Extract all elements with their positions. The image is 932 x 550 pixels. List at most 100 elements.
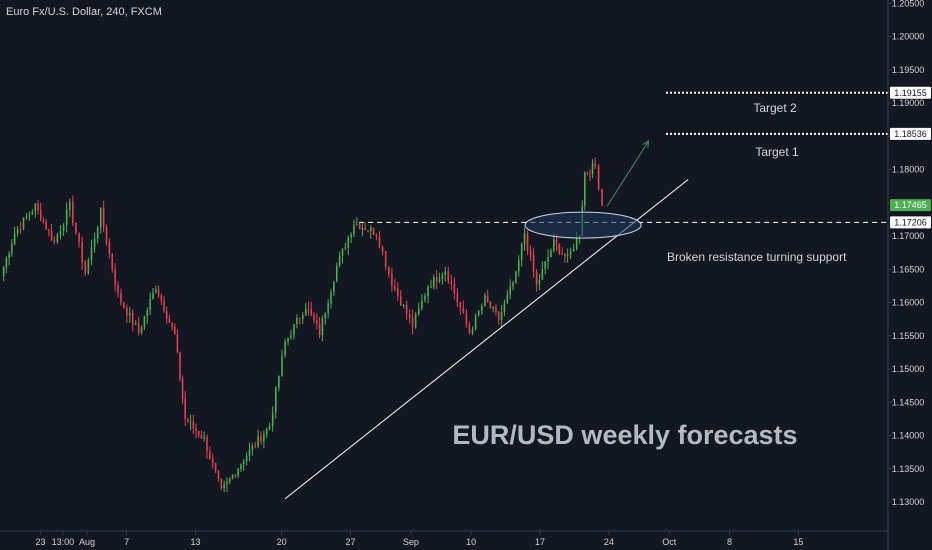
- candle-body: [163, 300, 165, 312]
- candle-body: [509, 286, 511, 295]
- y-tick-label: 1.20500: [892, 0, 925, 8]
- candle-body: [341, 248, 344, 256]
- candle-body: [575, 237, 578, 250]
- candle-body: [28, 214, 31, 217]
- candle-body: [296, 317, 298, 325]
- candle-body: [93, 238, 96, 248]
- candle-body: [149, 299, 151, 311]
- price-badge-label: 1.19155: [894, 88, 927, 98]
- candle-body: [11, 243, 13, 254]
- candle-body: [584, 172, 586, 206]
- candle-body: [42, 220, 45, 222]
- candle-body: [414, 313, 417, 328]
- candle-body: [8, 253, 10, 259]
- candle-body: [447, 271, 450, 282]
- candle-body: [375, 234, 378, 236]
- y-tick-label: 1.16500: [892, 264, 925, 274]
- candle-body: [378, 235, 381, 248]
- candle-body: [5, 258, 8, 268]
- candle-body: [550, 250, 552, 258]
- candle-body: [597, 166, 600, 190]
- candle-body: [176, 334, 179, 353]
- candle-body: [344, 247, 347, 249]
- candle-body: [315, 320, 318, 324]
- candle-body: [361, 227, 364, 230]
- candle-body: [268, 426, 271, 429]
- candle-body: [25, 216, 28, 218]
- candle-body: [174, 326, 176, 335]
- candle-body: [251, 445, 254, 450]
- candle-body: [503, 302, 506, 313]
- candle-body: [572, 249, 575, 252]
- candle-body: [157, 289, 160, 296]
- y-tick-label: 1.13000: [892, 497, 925, 507]
- chart-headline: EUR/USD weekly forecasts: [452, 420, 797, 450]
- x-tick-label: 20: [277, 537, 287, 547]
- candle-body: [34, 203, 37, 212]
- candle-body: [538, 279, 541, 285]
- candle-body: [65, 209, 68, 225]
- candle-body: [203, 436, 205, 439]
- candle-body: [220, 478, 223, 489]
- y-tick-label: 1.15500: [892, 331, 925, 341]
- candle-body: [327, 303, 329, 314]
- candle-body: [217, 471, 220, 479]
- candle-body: [160, 295, 163, 301]
- candle-body: [278, 376, 280, 388]
- candle-body: [526, 233, 529, 250]
- candle-body: [459, 302, 462, 309]
- candle-body: [333, 281, 335, 293]
- candle-body: [321, 318, 324, 335]
- candle-body: [456, 293, 459, 303]
- candle-body: [450, 281, 453, 285]
- candle-body: [195, 427, 197, 431]
- candle-body: [462, 308, 465, 313]
- y-tick-label: 1.16000: [892, 298, 925, 308]
- candle-body: [78, 233, 80, 242]
- candle-body: [260, 436, 262, 442]
- candle-body: [518, 260, 520, 272]
- candle-body: [206, 436, 208, 452]
- candle-body: [59, 231, 62, 236]
- candle-body: [39, 209, 42, 221]
- candle-body: [427, 287, 429, 297]
- candle-body: [384, 251, 387, 267]
- support-annotation-label: Broken resistance turning support: [667, 250, 847, 264]
- y-tick-label: 1.14500: [892, 397, 925, 407]
- candle-body: [200, 435, 203, 439]
- candle-body: [143, 316, 146, 328]
- candle-body: [16, 228, 19, 234]
- candle-body: [284, 341, 286, 356]
- candle-body: [421, 300, 423, 308]
- candle-body: [529, 249, 532, 255]
- candle-body: [304, 309, 307, 316]
- candle-body: [535, 272, 538, 285]
- candle-body: [155, 289, 157, 293]
- candle-body: [441, 275, 444, 279]
- price-badge-label: 1.18536: [894, 129, 927, 139]
- x-tick-label: Sep: [403, 537, 419, 547]
- candle-body: [134, 323, 137, 325]
- y-tick-label: 1.13500: [892, 464, 925, 474]
- candle-body: [555, 239, 558, 244]
- candle-body: [226, 481, 228, 485]
- candle-body: [87, 260, 90, 274]
- candle-body: [364, 227, 366, 231]
- candle-body: [257, 436, 259, 447]
- candle-body: [356, 224, 358, 226]
- candle-body: [430, 287, 432, 289]
- candle-body: [353, 224, 355, 235]
- candle-body: [111, 253, 114, 270]
- candle-body: [211, 458, 214, 463]
- candle-body: [515, 271, 517, 283]
- x-tick-label: 7: [124, 537, 129, 547]
- x-tick-label: 13:00: [52, 537, 75, 547]
- candle-body: [48, 229, 50, 231]
- candle-body: [209, 451, 211, 459]
- x-tick-label: 15: [793, 537, 803, 547]
- candle-body: [594, 163, 596, 167]
- candle-body: [391, 273, 393, 287]
- candle-body: [405, 304, 408, 314]
- candle-body: [586, 172, 589, 174]
